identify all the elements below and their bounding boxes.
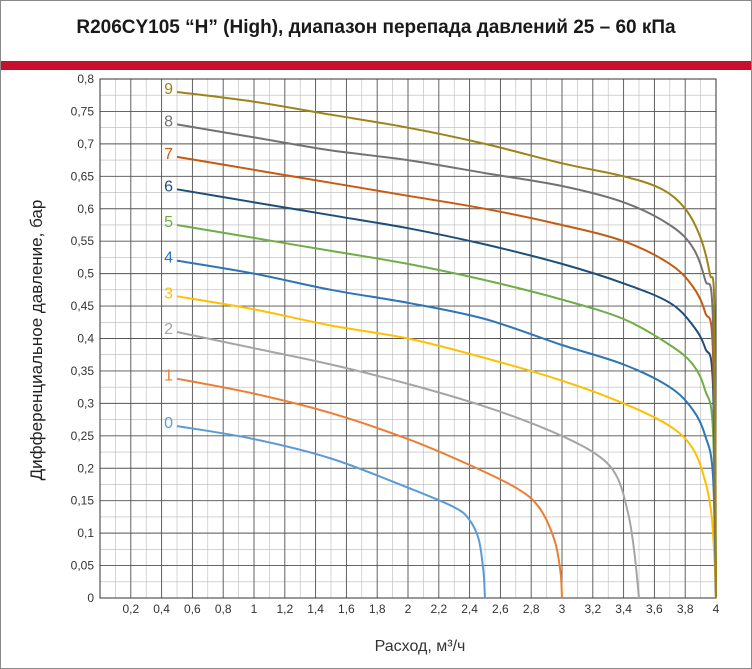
x-axis-ticks: 0,2 0,4 0,6 0,8 1 1,2 1,4 1,6 1,8 2 2,2 2,4 2,6 2,8 3 3… (122, 602, 719, 616)
x-axis-label: Расход, м³/ч (374, 638, 466, 655)
title-underline (1, 61, 751, 70)
major-grid (99, 78, 717, 599)
series-line-8 (176, 123, 717, 599)
plot-border (99, 78, 717, 599)
x-tick-label: 0,6 (184, 602, 201, 616)
x-tick-label: 2,4 (461, 602, 478, 616)
curve-label-8: 8 (164, 113, 173, 130)
series-line-4 (176, 259, 717, 599)
x-tick-label: 1 (251, 602, 258, 616)
curve-labels: 0 1 2 3 4 5 6 7 8 9 (164, 81, 173, 432)
y-axis-ticks: 0 0,05 0,1 0,15 0,2 0,25 0,3 0,35 0,4 0,45 0,5 0,55… (71, 72, 95, 605)
y-tick-label: 0,55 (71, 234, 95, 248)
x-tick-label: 3,2 (584, 602, 601, 616)
y-tick-label: 0,3 (77, 396, 94, 410)
chart-title: R206CY105 “H” (High), диапазон перепада … (76, 17, 676, 38)
y-tick-label: 0 (87, 591, 94, 605)
series-line-9 (176, 91, 717, 599)
curve-label-3: 3 (164, 285, 173, 302)
y-tick-label: 0,1 (77, 526, 94, 540)
series-line-6 (176, 188, 717, 599)
curve-label-6: 6 (164, 178, 173, 195)
curve-label-1: 1 (164, 368, 173, 385)
x-tick-label: 1,4 (307, 602, 324, 616)
x-tick-label: 2 (405, 602, 412, 616)
x-tick-label: 2,8 (523, 602, 540, 616)
curve-label-4: 4 (164, 250, 173, 267)
y-tick-label: 0,05 (71, 559, 95, 573)
curve-label-9: 9 (164, 81, 173, 98)
y-tick-label: 0,15 (71, 494, 95, 508)
x-tick-label: 0,4 (153, 602, 170, 616)
series-lines (176, 91, 717, 599)
chart-header: R206CY105 “H” (High), диапазон перепада … (1, 1, 751, 61)
x-tick-label: 3,6 (646, 602, 663, 616)
y-tick-label: 0,45 (71, 299, 95, 313)
series-line-2 (176, 331, 640, 599)
y-tick-label: 0,75 (71, 104, 95, 118)
y-tick-label: 0,35 (71, 364, 95, 378)
x-tick-label: 4 (713, 602, 720, 616)
y-tick-label: 0,25 (71, 429, 95, 443)
x-tick-label: 1,8 (369, 602, 386, 616)
y-tick-label: 0,6 (77, 202, 94, 216)
x-tick-label: 1,6 (338, 602, 355, 616)
curve-label-0: 0 (164, 415, 173, 432)
y-tick-label: 0,4 (77, 332, 94, 346)
curve-label-5: 5 (164, 214, 173, 231)
series-line-7 (176, 155, 717, 599)
curve-label-2: 2 (164, 321, 173, 338)
y-tick-label: 0,7 (77, 137, 94, 151)
y-tick-label: 0,2 (77, 461, 94, 475)
x-tick-label: 3,4 (615, 602, 632, 616)
x-tick-label: 3,8 (677, 602, 694, 616)
x-tick-label: 2,2 (430, 602, 447, 616)
y-tick-label: 0,65 (71, 169, 95, 183)
x-tick-label: 3 (559, 602, 566, 616)
y-tick-label: 0,8 (77, 72, 94, 86)
series-line-5 (176, 224, 717, 599)
curve-label-7: 7 (164, 146, 173, 163)
series-line-1 (176, 377, 563, 599)
x-tick-label: 1,2 (276, 602, 293, 616)
x-tick-label: 0,8 (215, 602, 232, 616)
series-line-0 (176, 425, 486, 599)
x-tick-label: 0,2 (122, 602, 139, 616)
series-line-3 (176, 295, 717, 599)
y-axis-label: Дифференциальное давление, бар (27, 199, 46, 481)
x-tick-label: 2,6 (492, 602, 509, 616)
y-tick-label: 0,5 (77, 267, 94, 281)
